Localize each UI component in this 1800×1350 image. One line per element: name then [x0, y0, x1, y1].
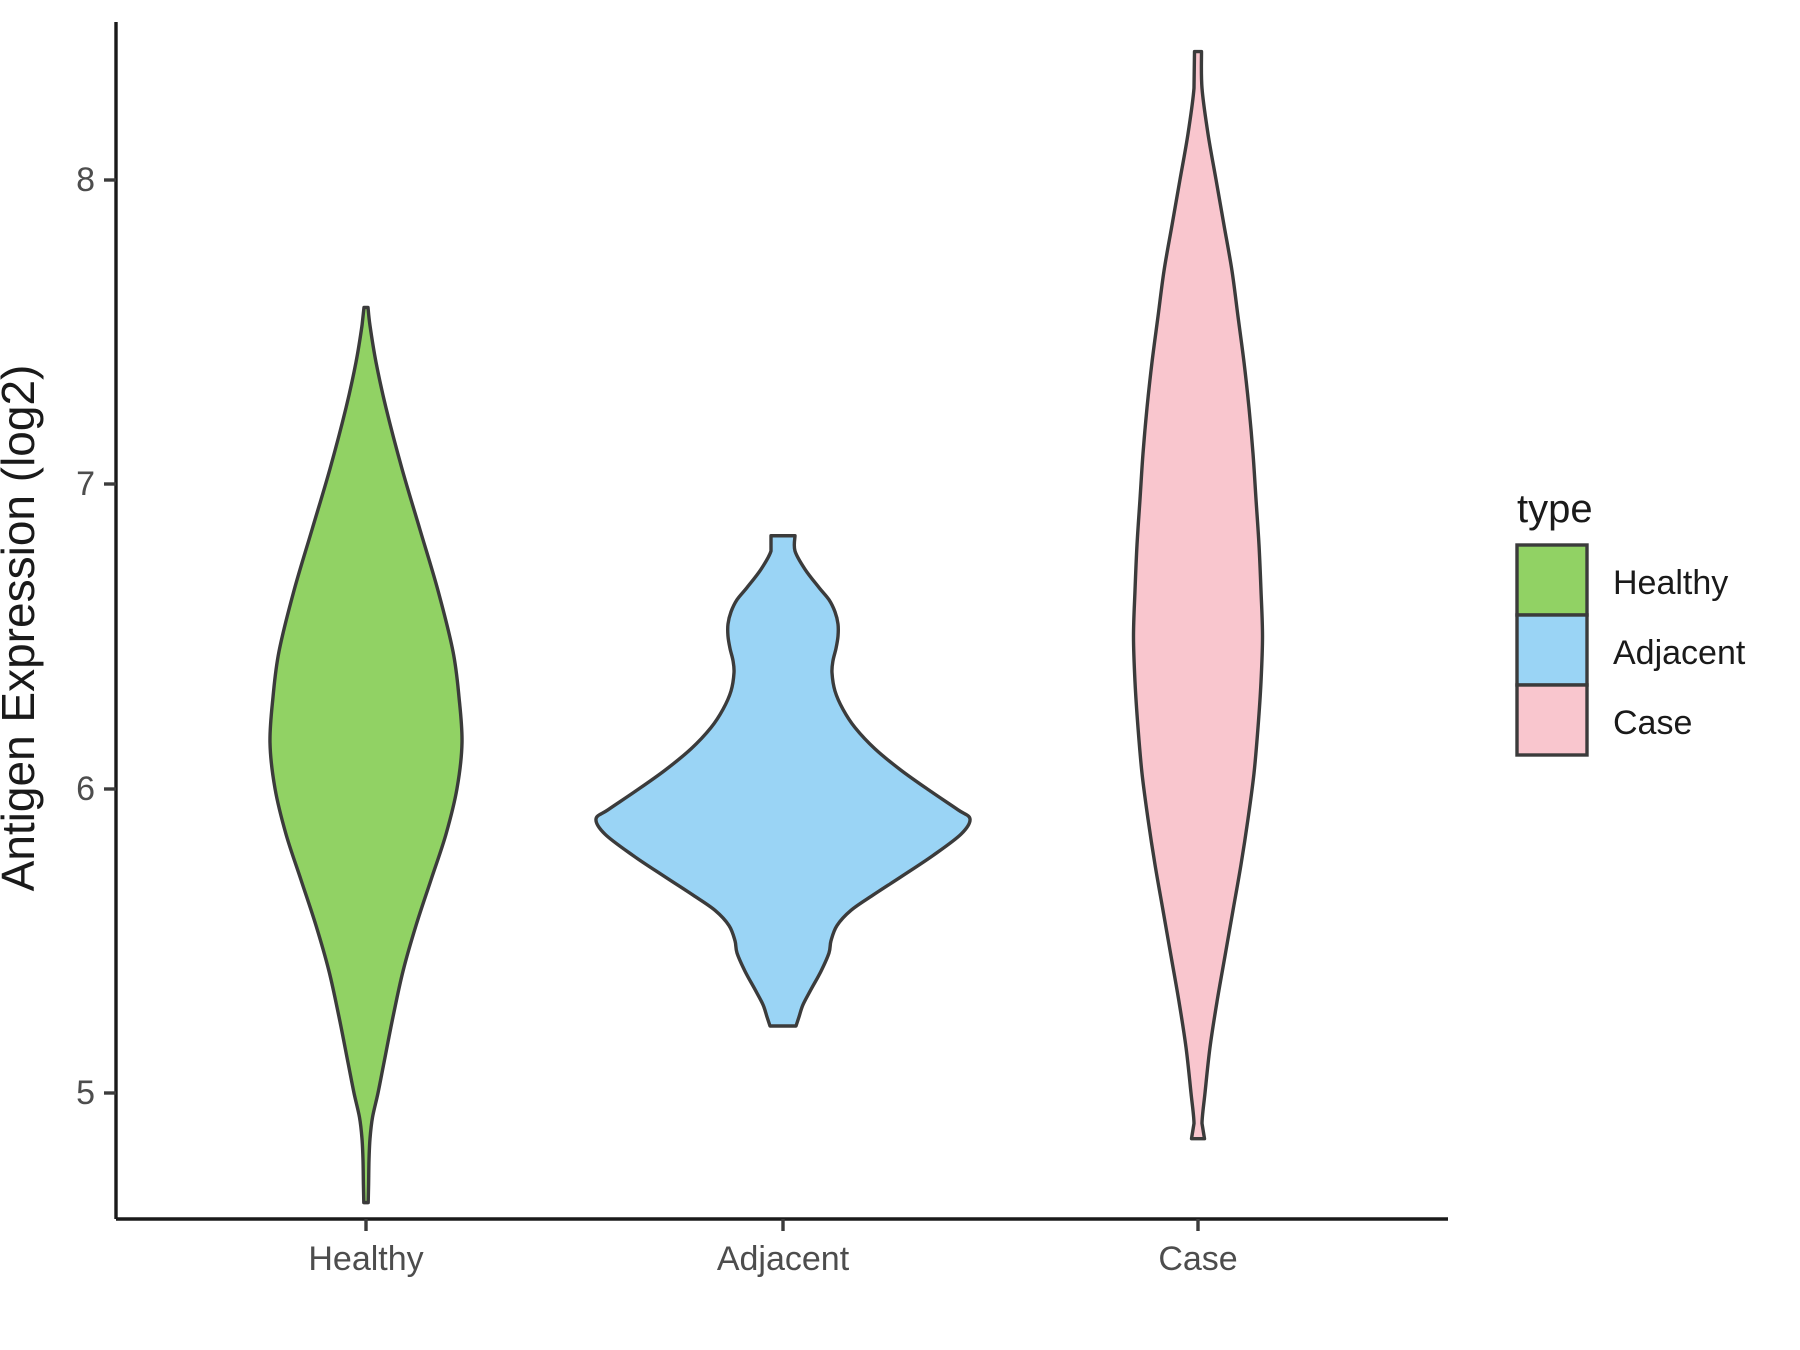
svg-text:Healthy: Healthy: [308, 1240, 423, 1278]
svg-text:type: type: [1517, 487, 1593, 531]
svg-text:6: 6: [76, 770, 95, 808]
svg-text:Case: Case: [1613, 704, 1692, 742]
svg-text:Case: Case: [1158, 1240, 1237, 1278]
svg-text:Adjacent: Adjacent: [1613, 634, 1746, 672]
svg-text:7: 7: [76, 465, 95, 503]
svg-text:Antigen Expression (log2): Antigen Expression (log2): [0, 365, 44, 892]
svg-text:8: 8: [76, 161, 95, 199]
svg-text:5: 5: [76, 1074, 95, 1112]
svg-text:Healthy: Healthy: [1613, 564, 1728, 602]
svg-text:Adjacent: Adjacent: [717, 1240, 850, 1278]
